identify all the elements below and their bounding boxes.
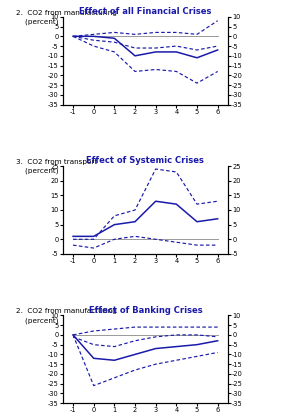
- Title: Effect of all Financial Crises: Effect of all Financial Crises: [79, 7, 211, 16]
- Title: Effect of Systemic Crises: Effect of Systemic Crises: [86, 156, 204, 165]
- Text: 2.  CO2 from manufacturing: 2. CO2 from manufacturing: [17, 10, 117, 16]
- Title: Effect of Banking Crises: Effect of Banking Crises: [89, 306, 202, 315]
- Text: (percent): (percent): [17, 168, 59, 174]
- Text: (percent): (percent): [17, 317, 59, 324]
- Text: 3.  CO2 from transport: 3. CO2 from transport: [17, 159, 98, 165]
- Text: (percent): (percent): [17, 18, 59, 25]
- Text: 2.  CO2 from manufacturing: 2. CO2 from manufacturing: [17, 308, 117, 314]
